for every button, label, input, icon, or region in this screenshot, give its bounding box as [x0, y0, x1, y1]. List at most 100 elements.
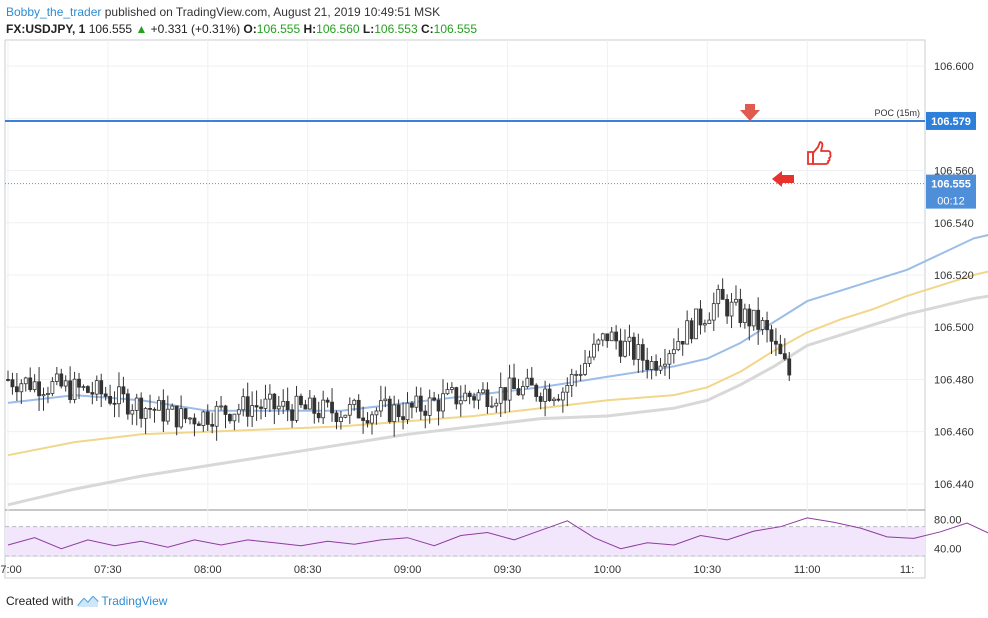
- tradingview-brand-link[interactable]: TradingView: [101, 594, 168, 608]
- candle: [205, 404, 210, 431]
- candle: [54, 366, 59, 386]
- price-tick-label: 106.480: [934, 374, 974, 386]
- time-tick-label: 07:00: [0, 564, 22, 576]
- poc-price-tag: [926, 111, 976, 130]
- candle: [631, 332, 636, 366]
- candle-body: [143, 407, 148, 419]
- candle-body: [538, 396, 543, 402]
- candle: [219, 395, 223, 411]
- author-link[interactable]: Bobby_the_trader: [6, 5, 102, 19]
- candle-body: [294, 395, 299, 421]
- candle: [658, 357, 663, 375]
- candle: [742, 303, 747, 329]
- candle: [685, 310, 690, 345]
- candle-body: [485, 389, 490, 407]
- candle: [290, 404, 294, 428]
- candle: [476, 389, 481, 410]
- candle-body: [316, 412, 321, 419]
- candle: [614, 325, 619, 350]
- candle-body: [649, 361, 654, 370]
- candle-body: [383, 398, 388, 402]
- candle-body: [157, 400, 161, 411]
- candle-body: [565, 385, 570, 393]
- candle-body: [205, 411, 210, 425]
- time-tick-label: 09:00: [394, 564, 422, 576]
- high-label: H:: [303, 22, 317, 36]
- candle-body: [196, 423, 201, 426]
- candle: [663, 348, 667, 376]
- candle-body: [152, 408, 157, 411]
- candle: [667, 349, 672, 380]
- candle: [547, 383, 552, 402]
- candle-body: [347, 404, 352, 416]
- candle: [165, 395, 170, 425]
- candle-body: [751, 309, 756, 327]
- candle-body: [454, 387, 459, 405]
- candle: [245, 382, 250, 427]
- candle-body: [569, 374, 574, 386]
- rsi-line: [7, 517, 988, 550]
- candle-body: [392, 404, 397, 422]
- publish-info: Bobby_the_trader published on TradingVie…: [6, 5, 440, 19]
- candle-body: [787, 358, 792, 376]
- candle: [294, 385, 299, 423]
- candle-body: [529, 377, 534, 386]
- candle-body: [241, 396, 246, 411]
- candles: [6, 278, 792, 441]
- candle: [365, 412, 370, 428]
- candle: [534, 383, 539, 402]
- candle: [671, 338, 676, 364]
- candle: [316, 401, 321, 423]
- candle-body: [698, 308, 703, 326]
- candle-body: [370, 414, 374, 424]
- candle-body: [427, 397, 432, 416]
- candle: [125, 388, 130, 420]
- candle: [378, 385, 383, 417]
- candle-body: [374, 410, 379, 416]
- candle: [94, 375, 99, 402]
- candle-body: [467, 392, 472, 398]
- candle-body: [134, 397, 139, 411]
- candle: [134, 393, 139, 426]
- candle: [765, 311, 769, 343]
- candle-body: [494, 402, 499, 407]
- candle-body: [689, 320, 694, 340]
- candle: [560, 387, 565, 413]
- candle: [263, 384, 268, 417]
- candle-body: [378, 400, 383, 412]
- candle: [609, 327, 614, 342]
- time-tick-label: 07:30: [94, 564, 122, 576]
- candle: [281, 389, 286, 415]
- candle: [272, 392, 277, 425]
- down-arrow-icon: [740, 104, 760, 121]
- candle: [321, 390, 326, 424]
- candle-body: [614, 331, 619, 342]
- candle-body: [236, 409, 241, 415]
- candle-body: [161, 400, 166, 422]
- symbol-label: FX:USDJPY, 1: [6, 22, 86, 36]
- candle-body: [512, 377, 516, 389]
- price-tick-label: 106.460: [934, 427, 974, 439]
- candle: [774, 328, 778, 356]
- candle: [214, 400, 219, 441]
- candle-body: [765, 320, 769, 331]
- candle: [716, 284, 721, 318]
- candle-body: [645, 359, 650, 370]
- candle-body: [627, 336, 632, 342]
- candle: [59, 368, 64, 389]
- candle-body: [592, 343, 596, 358]
- candle: [782, 338, 787, 361]
- candle: [636, 333, 641, 373]
- candle: [121, 376, 126, 403]
- candle: [458, 385, 463, 417]
- candle: [423, 405, 428, 429]
- candle-body: [94, 380, 99, 395]
- candle: [343, 414, 348, 419]
- last-price: 106.555: [88, 22, 133, 36]
- candle-body: [525, 377, 530, 387]
- candle-body: [782, 353, 787, 360]
- candle-body: [14, 386, 19, 393]
- candle-body: [600, 333, 605, 341]
- candle: [427, 389, 432, 424]
